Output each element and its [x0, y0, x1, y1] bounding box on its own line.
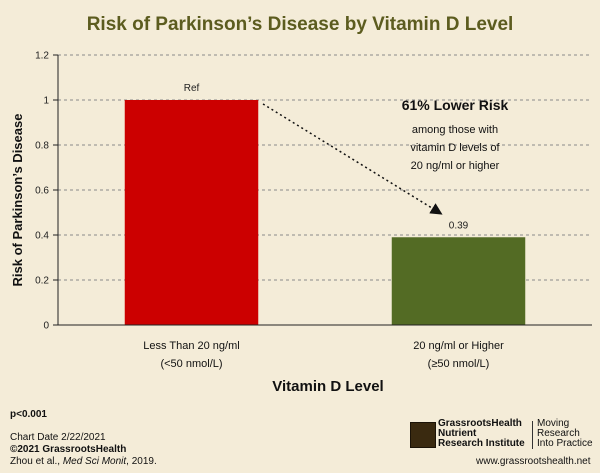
logo-line-2: Nutrient — [438, 428, 477, 439]
logo-tagline: Moving Research Into Practice — [537, 419, 593, 449]
x-category-label-0-0: Less Than 20 ng/ml — [143, 340, 239, 352]
bar-layer — [124, 100, 526, 325]
x-category-label-0-1: (<50 nmol/L) — [160, 358, 222, 370]
trend-arrow — [262, 103, 443, 215]
citation-authors: Zhou et al., — [10, 456, 61, 467]
y-tick-label-5: 1 — [43, 96, 49, 107]
copyright: ©2021 GrassrootsHealth — [10, 444, 126, 455]
tagline-2: Research — [537, 428, 580, 439]
tagline-3: Into Practice — [537, 438, 593, 449]
y-tick-label-2: 0.4 — [35, 231, 49, 242]
bar-1 — [391, 237, 526, 325]
axis-layer — [53, 54, 592, 326]
logo-line-1: GrassrootsHealth — [438, 418, 522, 429]
x-category-label-1-0: 20 ng/ml or Higher — [413, 340, 504, 352]
chart-title: Risk of Parkinson’s Disease by Vitamin D… — [87, 14, 514, 35]
annotation-line-1: among those with — [412, 124, 498, 136]
citation: Zhou et al., Med Sci Monit, 2019. — [10, 456, 157, 467]
chart-date: Chart Date 2/22/2021 — [10, 432, 106, 443]
label-layer: 0 0.2 0.4 0.6 0.8 1 1.2 Ref Less Than 20 ng/ml (<… — [35, 51, 504, 371]
x-category-label-1-1: (≥50 nmol/L) — [428, 358, 490, 370]
annotation-line-3: 20 ng/ml or higher — [411, 160, 500, 172]
annotation-headline: 61% Lower Risk — [402, 97, 509, 113]
y-tick-label-6: 1.2 — [35, 51, 49, 62]
tagline-1: Moving — [537, 418, 570, 429]
annotation-layer: 61% Lower Risk among those with vitamin … — [262, 97, 509, 215]
bar-data-label-0: Ref — [184, 83, 200, 94]
logo-divider — [532, 421, 533, 449]
website-link[interactable]: www.grassrootshealth.net — [476, 456, 591, 467]
x-axis-title: Vitamin D Level — [272, 378, 383, 395]
logo-name: GrassrootsHealth Nutrient Research Insti… — [438, 419, 525, 449]
p-value-text: p<0.001 — [10, 409, 47, 420]
y-tick-label-0: 0 — [43, 321, 49, 332]
vitruvian-logo-icon — [410, 422, 436, 448]
bar-0 — [124, 100, 259, 325]
logo-line-3: Research Institute — [438, 438, 525, 449]
copyright-text: ©2021 GrassrootsHealth — [10, 444, 127, 455]
bar-data-label-1: 0.39 — [449, 220, 469, 231]
p-value: p<0.001 — [10, 409, 47, 420]
y-tick-label-1: 0.2 — [35, 276, 49, 287]
citation-year: , 2019. — [126, 456, 157, 467]
annotation-line-2: vitamin D levels of — [410, 142, 500, 154]
y-tick-label-3: 0.6 — [35, 186, 49, 197]
y-tick-label-4: 0.8 — [35, 141, 49, 152]
citation-journal: Med Sci Monit — [62, 456, 127, 467]
y-axis-title: Risk of Parkinson’s Disease — [10, 114, 25, 287]
